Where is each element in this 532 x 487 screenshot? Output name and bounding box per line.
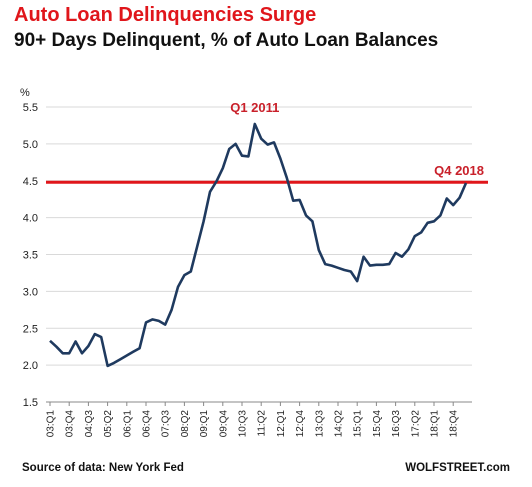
y-tick-label: 2.5 (23, 323, 38, 335)
x-tick-label: 03:Q4 (65, 410, 76, 438)
x-tick-label: 04:Q3 (84, 410, 95, 438)
x-tick-label: 14:Q2 (334, 410, 345, 438)
y-tick-label: 4.5 (23, 176, 38, 188)
chart-subtitle: 90+ Days Delinquent, % of Auto Loan Bala… (14, 30, 439, 51)
x-axis-ticks: 03:Q1 03:Q4 04:Q3 05:Q2 06:Q1 06:Q4 07:Q3 08:Q2… (46, 402, 460, 437)
brand-credit: WOLFSTREET.com (405, 462, 510, 474)
x-tick-label: 15:Q4 (372, 410, 383, 438)
x-tick-label: 18:Q1 (430, 410, 441, 438)
y-tick-label: 3.0 (23, 286, 38, 298)
x-tick-label: 17:Q2 (410, 410, 421, 438)
x-tick-label: 09:Q4 (218, 410, 229, 438)
x-tick-label: 11:Q2 (257, 410, 268, 437)
x-tick-label: 15:Q1 (353, 410, 364, 438)
x-tick-label: 12:Q4 (295, 410, 306, 438)
x-tick-label: 03:Q1 (46, 410, 57, 438)
gridlines (46, 106, 472, 403)
y-tick-label: 2.0 (23, 360, 38, 372)
y-tick-label: 1.5 (23, 397, 38, 409)
x-tick-label: 07:Q3 (161, 410, 172, 438)
annotation-q4-2018: Q4 2018 (434, 163, 484, 178)
x-tick-label: 16:Q3 (391, 410, 402, 438)
series-line (49, 122, 468, 368)
x-tick-label: 13:Q3 (314, 410, 325, 438)
y-tick-label: 5.0 (23, 139, 38, 151)
x-tick-label: 18:Q4 (449, 410, 460, 438)
y-tick-label: 3.5 (23, 250, 38, 262)
y-axis-label: % (20, 87, 30, 99)
y-axis-ticks: 1.5 2.0 2.5 3.0 3.5 4.0 4.5 5.0 5.5 (23, 102, 38, 409)
x-tick-label: 10:Q3 (238, 410, 249, 438)
x-tick-label: 09:Q1 (199, 410, 210, 438)
annotation-q1-2011: Q1 2011 (230, 100, 279, 115)
y-tick-label: 4.0 (23, 213, 38, 225)
x-tick-label: 06:Q4 (142, 410, 153, 438)
x-tick-label: 05:Q2 (103, 410, 114, 438)
chart-title: Auto Loan Delinquencies Surge (14, 4, 317, 26)
x-tick-label: 06:Q1 (122, 410, 133, 438)
x-tick-label: 12:Q1 (276, 410, 287, 438)
y-tick-label: 5.5 (23, 102, 38, 114)
x-tick-label: 08:Q2 (180, 410, 191, 438)
source-note: Source of data: New York Fed (22, 462, 184, 474)
